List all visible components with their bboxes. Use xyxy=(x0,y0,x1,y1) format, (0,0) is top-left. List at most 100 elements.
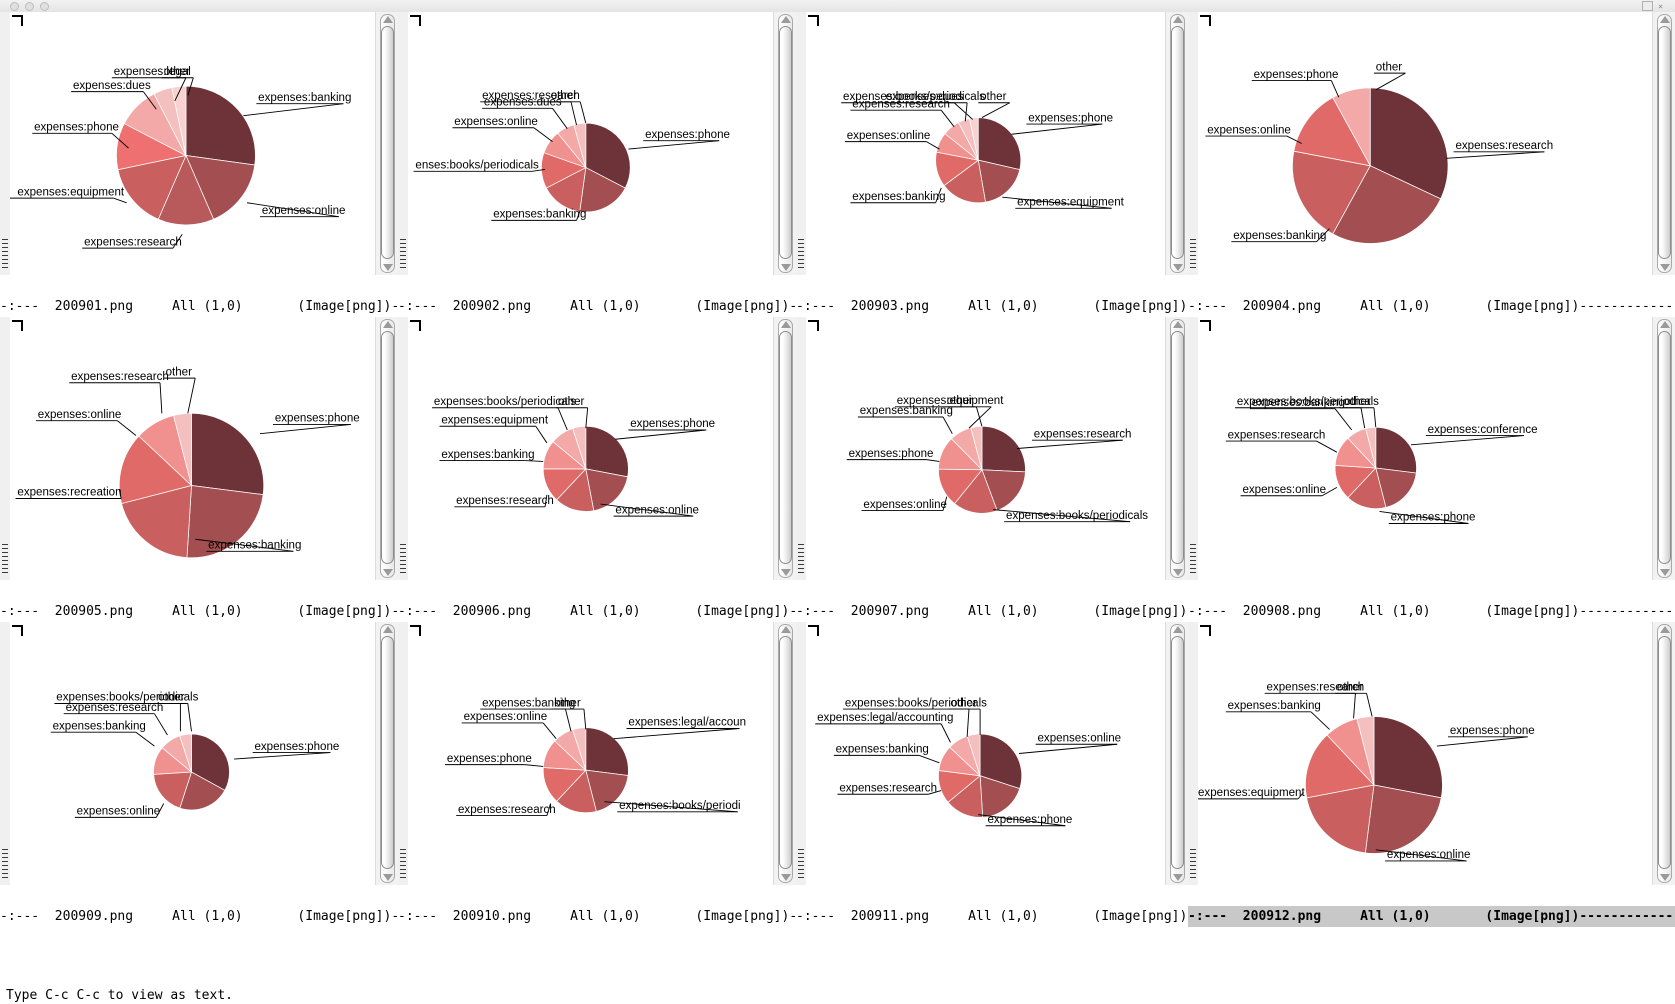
pie-slice[interactable] xyxy=(1356,716,1375,786)
image-canvas[interactable]: expenses:research expenses:books/periodic… xyxy=(806,317,1166,580)
scroll-down-arrow-icon[interactable] xyxy=(781,569,791,576)
scrollbar-thumb[interactable] xyxy=(1658,331,1671,564)
scrollbar-thumb[interactable] xyxy=(779,26,792,259)
mode-line[interactable]: -:--- 200905.png All (1,0) (Image[png])-… xyxy=(0,601,398,622)
scroll-up-arrow-icon[interactable] xyxy=(781,16,791,23)
pie-slice[interactable] xyxy=(981,425,1026,473)
scroll-up-arrow-icon[interactable] xyxy=(1660,626,1670,633)
vertical-scrollbar[interactable] xyxy=(773,317,796,580)
scroll-down-arrow-icon[interactable] xyxy=(781,264,791,271)
scroll-down-arrow-icon[interactable] xyxy=(781,874,791,881)
emacs-window-200902[interactable]: expenses:phone expenses:banking enses:book… xyxy=(398,12,796,317)
pie-slice[interactable] xyxy=(153,771,193,809)
mode-line[interactable]: -:--- 200908.png All (1,0) (Image[png])-… xyxy=(1188,601,1675,622)
mode-line[interactable]: -:--- 200904.png All (1,0) (Image[png])-… xyxy=(1188,296,1675,317)
emacs-window-200907[interactable]: expenses:research expenses:books/periodic… xyxy=(796,317,1188,622)
scroll-up-arrow-icon[interactable] xyxy=(1660,321,1670,328)
image-canvas[interactable]: expenses:banking expenses:online expenses:… xyxy=(10,12,376,275)
image-canvas[interactable]: expenses:conference expenses:phone expense… xyxy=(1198,317,1653,580)
image-canvas[interactable]: expenses:research expenses:banking expense… xyxy=(1198,12,1653,275)
pie-slice[interactable] xyxy=(954,469,998,514)
restore-box-icon[interactable] xyxy=(1642,1,1654,11)
scrollbar-thumb[interactable] xyxy=(1171,331,1184,564)
pie-slice[interactable] xyxy=(1292,150,1371,235)
image-canvas[interactable]: expenses:phone expenses:online expenses:ba… xyxy=(10,622,376,885)
scroll-up-arrow-icon[interactable] xyxy=(383,16,393,23)
scroll-up-arrow-icon[interactable] xyxy=(383,321,393,328)
vertical-scrollbar[interactable] xyxy=(1652,317,1675,580)
pie-slice[interactable] xyxy=(979,733,1023,790)
pie-slice[interactable] xyxy=(1373,716,1443,799)
pie-slice[interactable] xyxy=(977,117,1022,171)
emacs-window-200911[interactable]: expenses:online expenses:phone expenses:re… xyxy=(796,622,1188,927)
pie-slice[interactable] xyxy=(117,155,187,220)
scroll-down-arrow-icon[interactable] xyxy=(383,264,393,271)
pie-slice[interactable] xyxy=(191,412,265,496)
scroll-up-arrow-icon[interactable] xyxy=(383,626,393,633)
pie-slice[interactable] xyxy=(943,159,986,204)
mode-line[interactable]: -:--- 200903.png All (1,0) (Image[png])-… xyxy=(796,296,1188,317)
mode-line[interactable]: -:--- 200901.png All (1,0) (Image[png])-… xyxy=(0,296,398,317)
scroll-down-arrow-icon[interactable] xyxy=(1660,569,1670,576)
vertical-scrollbar[interactable] xyxy=(1165,622,1188,885)
vertical-scrollbar[interactable] xyxy=(375,317,398,580)
pie-slice[interactable] xyxy=(186,485,264,559)
scrollbar-thumb[interactable] xyxy=(1658,636,1671,869)
image-canvas[interactable]: expenses:phone expenses:banking enses:book… xyxy=(408,12,774,275)
image-canvas[interactable]: expenses:legal/accoun expenses:books/peri… xyxy=(408,622,774,885)
emacs-window-200912[interactable]: expenses:phone expenses:online expenses:eq… xyxy=(1188,622,1675,927)
window-control-dots[interactable] xyxy=(10,2,49,11)
scroll-up-arrow-icon[interactable] xyxy=(1173,626,1183,633)
pie-slice[interactable] xyxy=(1293,97,1371,167)
scroll-up-arrow-icon[interactable] xyxy=(1660,16,1670,23)
mode-line[interactable]: -:--- 200906.png All (1,0) (Image[png])-… xyxy=(398,601,796,622)
mode-line[interactable]: -:--- 200912.png All (1,0) (Image[png])-… xyxy=(1188,906,1675,927)
pie-slice[interactable] xyxy=(1332,87,1371,166)
emacs-window-200910[interactable]: expenses:legal/accoun expenses:books/peri… xyxy=(398,622,796,927)
pie-slice[interactable] xyxy=(1364,784,1442,854)
image-canvas[interactable]: expenses:phone expenses:equipment expenses… xyxy=(806,12,1166,275)
pie-slice[interactable] xyxy=(121,485,192,559)
emacs-window-200904[interactable]: expenses:research expenses:banking expense… xyxy=(1188,12,1675,317)
pie-slice[interactable] xyxy=(1375,426,1417,474)
mode-line[interactable]: -:--- 200907.png All (1,0) (Image[png])-… xyxy=(796,601,1188,622)
scroll-down-arrow-icon[interactable] xyxy=(1173,264,1183,271)
vertical-scrollbar[interactable] xyxy=(1165,317,1188,580)
image-canvas[interactable]: expenses:phone expenses:banking expenses:r… xyxy=(10,317,376,580)
emacs-window-200901[interactable]: expenses:banking expenses:online expenses:… xyxy=(0,12,398,317)
pie-slice[interactable] xyxy=(979,775,1021,818)
scrollbar-thumb[interactable] xyxy=(1658,26,1671,259)
scroll-down-arrow-icon[interactable] xyxy=(1660,874,1670,881)
mode-line[interactable]: -:--- 200909.png All (1,0) (Image[png])-… xyxy=(0,906,398,927)
scrollbar-thumb[interactable] xyxy=(1171,636,1184,869)
scroll-up-arrow-icon[interactable] xyxy=(1173,16,1183,23)
close-x-icon[interactable]: × xyxy=(1658,1,1663,11)
mode-line[interactable]: -:--- 200911.png All (1,0) (Image[png])-… xyxy=(796,906,1188,927)
emacs-window-200908[interactable]: expenses:conference expenses:phone expense… xyxy=(1188,317,1675,622)
scroll-up-arrow-icon[interactable] xyxy=(781,626,791,633)
window-right-controls[interactable]: × xyxy=(1642,1,1663,11)
minimize-dot-icon[interactable] xyxy=(10,2,19,11)
vertical-scrollbar[interactable] xyxy=(375,622,398,885)
pie-slice[interactable] xyxy=(1306,784,1375,854)
scrollbar-thumb[interactable] xyxy=(779,331,792,564)
emacs-window-200909[interactable]: expenses:phone expenses:online expenses:ba… xyxy=(0,622,398,927)
scroll-down-arrow-icon[interactable] xyxy=(383,874,393,881)
image-canvas[interactable]: expenses:phone expenses:online expenses:re… xyxy=(408,317,774,580)
scrollbar-thumb[interactable] xyxy=(381,331,394,564)
pie-slice[interactable] xyxy=(969,117,979,161)
pie-slice[interactable] xyxy=(585,122,631,189)
scrollbar-thumb[interactable] xyxy=(779,636,792,869)
pie-slice[interactable] xyxy=(171,85,187,156)
mode-line[interactable]: -:--- 200910.png All (1,0) (Image[png])-… xyxy=(398,906,796,927)
pie-slice[interactable] xyxy=(179,733,192,773)
image-canvas[interactable]: expenses:online expenses:phone expenses:re… xyxy=(806,622,1166,885)
pie-slice[interactable] xyxy=(1375,467,1417,508)
pie-slice[interactable] xyxy=(585,769,629,812)
pie-slice[interactable] xyxy=(185,85,256,166)
emacs-window-200906[interactable]: expenses:phone expenses:online expenses:re… xyxy=(398,317,796,622)
vertical-scrollbar[interactable] xyxy=(1652,12,1675,275)
scrollbar-thumb[interactable] xyxy=(1171,26,1184,259)
maximize-dot-icon[interactable] xyxy=(25,2,34,11)
pie-slice[interactable] xyxy=(579,167,626,213)
